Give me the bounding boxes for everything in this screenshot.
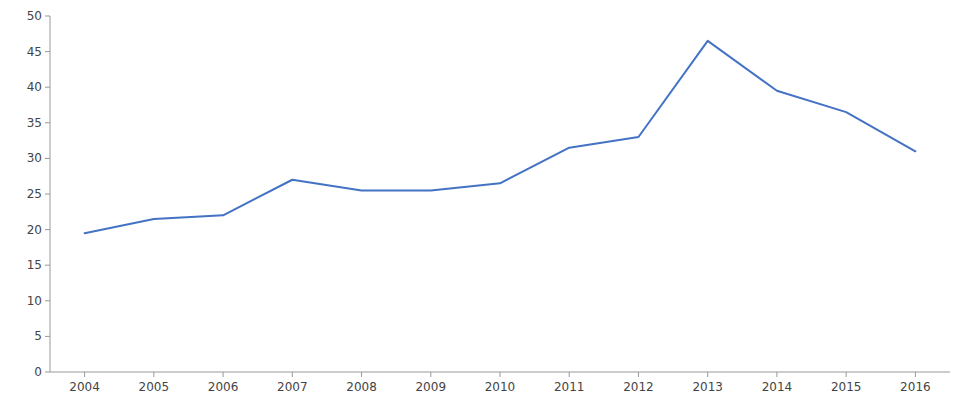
y-tick — [45, 194, 50, 195]
y-tick — [45, 158, 50, 159]
x-tick — [776, 372, 777, 377]
y-tick-label: 45 — [27, 45, 42, 59]
y-tick — [45, 336, 50, 337]
x-tick — [707, 372, 708, 377]
y-tick-label: 15 — [27, 258, 42, 272]
y-tick — [45, 87, 50, 88]
x-tick-label: 2010 — [485, 380, 516, 394]
x-tick-label: 2004 — [69, 380, 100, 394]
y-tick-label: 50 — [27, 9, 42, 23]
x-tick-label: 2016 — [900, 380, 931, 394]
y-tick-label: 20 — [27, 223, 42, 237]
x-tick — [846, 372, 847, 377]
x-tick-label: 2005 — [139, 380, 170, 394]
x-tick-label: 2011 — [554, 380, 585, 394]
x-tick-label: 2013 — [692, 380, 723, 394]
x-tick-label: 2012 — [623, 380, 654, 394]
y-tick — [45, 372, 50, 373]
x-tick — [84, 372, 85, 377]
y-tick-label: 30 — [27, 151, 42, 165]
y-tick — [45, 300, 50, 301]
y-tick — [45, 229, 50, 230]
y-tick-label: 5 — [34, 329, 42, 343]
y-tick — [45, 16, 50, 17]
x-tick — [915, 372, 916, 377]
axes: 2004200520062007200820092010201120122013… — [27, 9, 950, 394]
x-tick — [430, 372, 431, 377]
x-tick-label: 2014 — [762, 380, 793, 394]
plot-area — [85, 41, 916, 233]
y-tick-label: 25 — [27, 187, 42, 201]
x-tick — [500, 372, 501, 377]
y-tick — [45, 51, 50, 52]
x-tick-label: 2009 — [415, 380, 446, 394]
y-tick-label: 0 — [34, 365, 42, 379]
x-tick-label: 2008 — [346, 380, 377, 394]
x-tick — [361, 372, 362, 377]
x-tick — [638, 372, 639, 377]
y-tick — [45, 122, 50, 123]
x-tick-label: 2007 — [277, 380, 308, 394]
y-tick-label: 10 — [27, 294, 42, 308]
data-line — [85, 41, 916, 233]
y-tick-label: 35 — [27, 116, 42, 130]
chart-svg: 2004200520062007200820092010201120122013… — [0, 0, 972, 412]
x-tick-label: 2006 — [208, 380, 239, 394]
x-tick — [292, 372, 293, 377]
x-tick — [569, 372, 570, 377]
chart-container: 2004200520062007200820092010201120122013… — [0, 0, 972, 412]
x-tick-label: 2015 — [831, 380, 862, 394]
y-tick — [45, 265, 50, 266]
y-tick-label: 40 — [27, 80, 42, 94]
x-tick — [223, 372, 224, 377]
x-tick — [153, 372, 154, 377]
